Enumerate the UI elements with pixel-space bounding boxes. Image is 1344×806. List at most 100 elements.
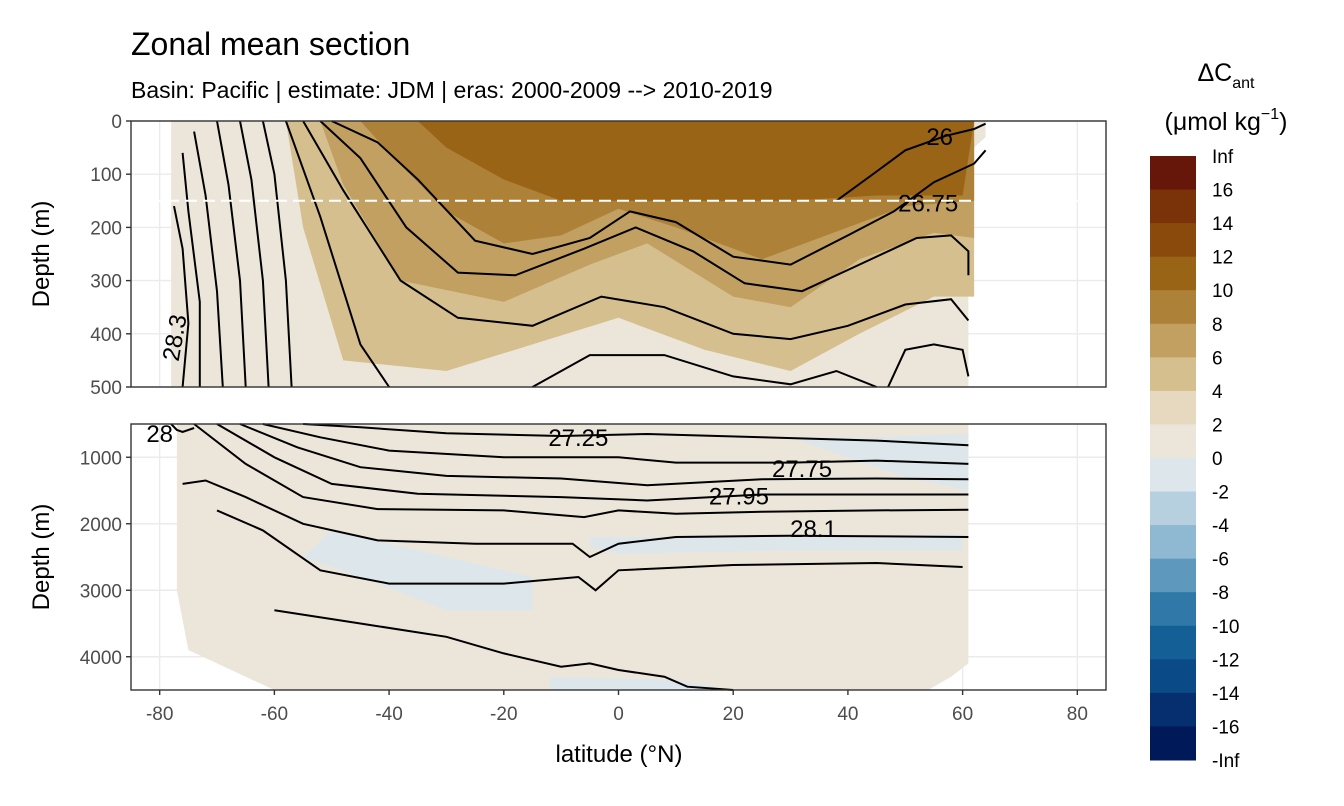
legend-swatch — [1150, 390, 1196, 425]
legend-unit-close: ) — [1279, 108, 1287, 136]
x-tick-label: -20 — [490, 704, 517, 725]
legend-break-label: 4 — [1212, 382, 1223, 403]
legend-swatch — [1150, 659, 1196, 694]
y-tick-label: 0 — [111, 112, 122, 133]
legend-break-label: 16 — [1212, 181, 1233, 202]
y-tick-label: 3000 — [80, 581, 122, 602]
y-axis-upper: 0 100 200 300 400 500 — [90, 112, 131, 399]
isopycnal-line — [239, 423, 969, 487]
x-tick-label: 60 — [952, 704, 973, 725]
legend-break-label: -10 — [1212, 617, 1239, 638]
legend-unit-main: (μmol kg — [1165, 108, 1261, 136]
x-axis-title: latitude (°N) — [556, 741, 683, 768]
isopycnal-label: 27.25 — [548, 425, 608, 452]
isopycnal-line — [302, 120, 970, 341]
chart-subtitle: Basin: Pacific | estimate: JDM | eras: 2… — [131, 77, 773, 103]
isopycnal-line — [303, 423, 969, 447]
legend-break-label: 12 — [1212, 248, 1233, 269]
x-tick-label: 20 — [723, 704, 744, 725]
x-tick-label: -40 — [375, 704, 402, 725]
y-tick-label: 400 — [90, 325, 122, 346]
y-tick-label: 300 — [90, 272, 122, 293]
isopycnal-line — [216, 509, 963, 592]
y-tick-label: 2000 — [80, 515, 122, 536]
isopycnal-label: 28 — [146, 421, 173, 448]
legend-break-label: -4 — [1212, 516, 1229, 537]
section-fill — [176, 424, 969, 690]
legend-swatch — [1150, 323, 1196, 358]
x-axis: -80 -60 -40 -20 0 20 40 60 80 — [146, 690, 1088, 725]
x-tick-label: 0 — [613, 704, 624, 725]
legend-title-main: ΔC — [1197, 59, 1232, 87]
legend-break-label: 2 — [1212, 415, 1223, 436]
legend-swatch — [1150, 625, 1196, 660]
y-tick-label: 4000 — [80, 648, 122, 669]
legend-swatch — [1150, 491, 1196, 526]
isopycnal-line — [170, 423, 195, 434]
legend-title-sub: ant — [1232, 75, 1255, 92]
legend: ΔCant (μmol kg−1) Inf 16 14 12 10 8 6 4 2 0 -2 -4 -6… — [1150, 59, 1287, 772]
y-tick-label: 200 — [90, 218, 122, 239]
contour-fill-band — [303, 530, 533, 611]
y-axis-title-lower: Depth (m) — [28, 504, 55, 611]
isopycnal-line — [193, 131, 224, 388]
y-tick-label: 100 — [90, 165, 122, 186]
panel-border — [130, 120, 1107, 388]
legend-swatch — [1150, 290, 1196, 325]
x-tick-label: 80 — [1067, 704, 1088, 725]
legend-swatch — [1150, 458, 1196, 493]
isopycnal-label: 28.1 — [790, 516, 837, 543]
chart-title: Zonal mean section — [131, 26, 410, 62]
legend-swatch — [1150, 424, 1196, 459]
legend-break-label: -6 — [1212, 550, 1229, 571]
legend-title: ΔCant — [1197, 59, 1255, 92]
legend-break-label: -16 — [1212, 717, 1239, 738]
isopycnal-line — [216, 120, 247, 388]
contour-fill-band — [790, 434, 969, 491]
legend-swatch — [1150, 223, 1196, 258]
isopycnal-label: 26.75 — [898, 190, 958, 217]
contour-fill-band — [417, 121, 975, 201]
isopycnal-line — [173, 205, 190, 388]
legend-swatch — [1150, 592, 1196, 627]
legend-swatch — [1150, 156, 1196, 191]
isopycnal-line — [181, 152, 201, 387]
legend-break-label: Inf — [1212, 147, 1234, 168]
legend-break-label: -2 — [1212, 483, 1229, 504]
legend-break-label: 10 — [1212, 281, 1233, 302]
y-axis-title-upper: Depth (m) — [28, 201, 55, 308]
legend-break-label: -12 — [1212, 650, 1239, 671]
legend-break-label: -8 — [1212, 583, 1229, 604]
isopycnal-line — [262, 423, 969, 465]
legend-swatch — [1150, 692, 1196, 727]
isopycnal-line — [239, 120, 270, 388]
legend-unit: (μmol kg−1) — [1165, 106, 1288, 136]
legend-swatch — [1150, 558, 1196, 593]
isopycnal-line — [532, 354, 877, 388]
legend-swatch — [1150, 525, 1196, 560]
isopycnal-line — [182, 479, 969, 559]
y-tick-label: 500 — [90, 378, 122, 399]
x-tick-label: -60 — [261, 704, 288, 725]
isopycnal-line — [887, 343, 970, 388]
isopycnal-label: 26 — [926, 124, 953, 151]
legend-swatch — [1150, 726, 1196, 761]
isopycnal-line — [274, 609, 734, 691]
isopycnal-line — [261, 120, 293, 388]
isopycnal-line — [319, 120, 970, 293]
legend-break-label: -Inf — [1212, 751, 1240, 772]
contour-fill-band — [589, 533, 963, 554]
legend-break-label: 6 — [1212, 348, 1223, 369]
y-tick-label: 1000 — [80, 448, 122, 469]
isopycnal-line — [216, 423, 969, 502]
legend-break-label: 14 — [1212, 214, 1234, 235]
isopycnal-line — [193, 423, 969, 519]
legend-swatch — [1150, 256, 1196, 291]
legend-break-label: 0 — [1212, 449, 1223, 470]
isopycnal-line — [835, 122, 987, 202]
y-axis-lower: 1000 2000 3000 4000 — [80, 448, 131, 669]
legend-swatch — [1150, 189, 1196, 224]
